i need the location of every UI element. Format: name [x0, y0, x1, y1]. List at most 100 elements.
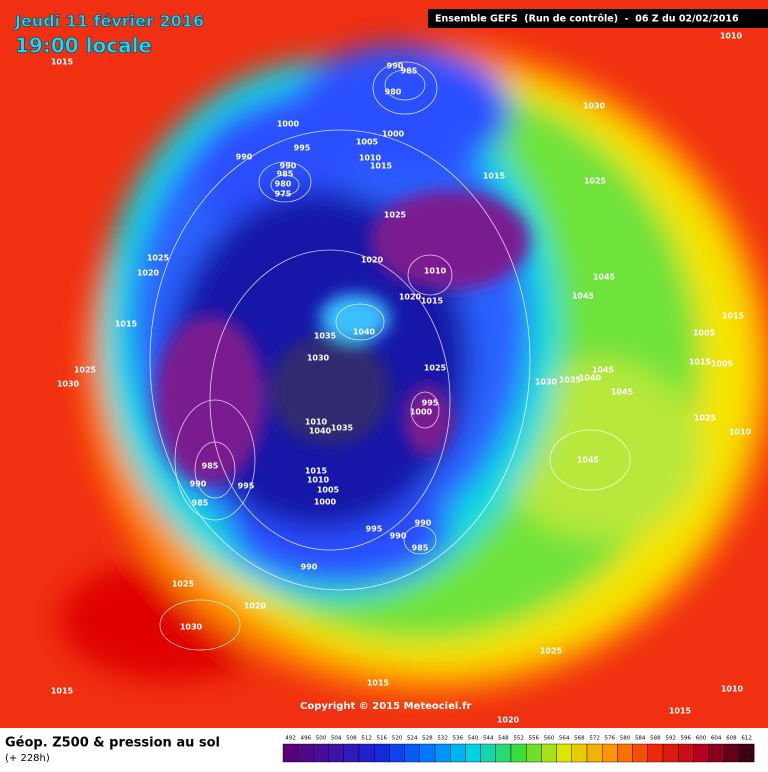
scale-swatch — [343, 743, 360, 763]
scale-label: 508 — [346, 736, 357, 742]
pressure-label: 1015 — [51, 58, 74, 67]
scale-swatch — [602, 743, 618, 763]
scale-label: 580 — [620, 736, 631, 742]
map-field: 1015 990985980100010009959901005101010159… — [0, 0, 768, 728]
pressure-label: 1000 — [382, 130, 405, 139]
scale-swatch — [723, 743, 740, 763]
pressure-label: 1025 — [540, 647, 563, 656]
pressure-label: 1040 — [353, 328, 376, 337]
scale-swatch — [358, 743, 375, 763]
pressure-label: 990 — [236, 153, 253, 162]
scale-label: 524 — [407, 736, 418, 742]
pressure-label: 1000 — [314, 498, 337, 507]
pressure-label: 1015 — [689, 358, 712, 367]
pressure-label: 1010 — [729, 428, 752, 437]
time: 19:00 locale — [15, 34, 152, 58]
pressure-label: 1015 — [421, 297, 444, 306]
run-info: Ensemble GEFS (Run de contrôle) - 06 Z d… — [435, 14, 739, 25]
scale-swatch — [647, 743, 664, 763]
scale-swatch — [450, 743, 466, 763]
scale-label: 608 — [726, 736, 737, 742]
scale-label: 516 — [377, 736, 388, 742]
scale-label: 604 — [711, 736, 722, 742]
field — [403, 385, 453, 455]
pressure-label: 980 — [275, 180, 292, 189]
scale-label: 536 — [453, 736, 464, 742]
pressure-label: 990 — [415, 519, 432, 528]
scale-swatch — [617, 743, 633, 763]
pressure-label: 1030 — [57, 380, 80, 389]
pressure-label: 1035 — [314, 332, 337, 341]
scale-swatch — [465, 743, 481, 763]
scale-label: 576 — [605, 736, 616, 742]
pressure-label: 1005 — [317, 486, 340, 495]
scale-label: 612 — [741, 736, 752, 742]
scale-swatch — [662, 743, 679, 763]
pressure-label: 990 — [280, 162, 297, 171]
pressure-label: 1045 — [592, 366, 615, 375]
pressure-label: 995 — [238, 482, 255, 491]
pressure-label: 1015 — [370, 162, 393, 171]
scale-label: 568 — [574, 736, 585, 742]
scale-label: 548 — [498, 736, 509, 742]
pressure-label: 1015 — [51, 687, 74, 696]
scale-label: 584 — [635, 736, 646, 742]
pressure-label: 1015 — [722, 312, 745, 321]
scale-label: 532 — [437, 736, 448, 742]
pressure-label: 1025 — [147, 254, 170, 263]
pressure-label: 1040 — [309, 427, 332, 436]
pressure-label: 1015 — [305, 467, 328, 476]
pressure-label: 1015 — [367, 679, 390, 688]
pressure-label: 1030 — [535, 378, 558, 387]
scale-swatch — [693, 743, 709, 763]
scale-swatch — [556, 743, 572, 763]
pressure-label: 1020 — [244, 602, 267, 611]
pressure-label: 985 — [277, 170, 294, 179]
scale-swatch — [510, 743, 527, 763]
pressure-label: 990 — [190, 480, 207, 489]
scale-swatch — [526, 743, 542, 763]
pressure-label: 1000 — [277, 120, 300, 129]
field — [290, 45, 510, 175]
pressure-label: 1010 — [720, 32, 743, 41]
isobars — [149, 61, 631, 651]
scale-swatch — [586, 743, 603, 763]
pressure-label: 1010 — [305, 418, 328, 427]
pressure-label: 1025 — [584, 177, 607, 186]
scale-swatch — [389, 743, 405, 763]
copyright: Copyright © 2015 Meteociel.fr — [300, 701, 471, 712]
pressure-label: 990 — [387, 62, 404, 71]
scale-swatch — [495, 743, 512, 763]
pressure-label: 1015 — [483, 172, 506, 181]
pressure-label: 1025 — [74, 366, 97, 375]
pressure-label: 1010 — [721, 685, 744, 694]
scale-swatch — [571, 743, 588, 763]
scale-swatch — [404, 743, 421, 763]
pressure-label: 985 — [412, 544, 429, 553]
scale-swatch — [419, 743, 436, 763]
scale-label: 500 — [316, 736, 327, 742]
pressure-label: 990 — [390, 532, 407, 541]
scale-swatch — [282, 743, 299, 763]
pressure-label: 1025 — [172, 580, 195, 589]
pressure-label: 995 — [422, 399, 439, 408]
pressure-label: 1000 — [410, 408, 433, 417]
scale-swatch — [374, 743, 390, 763]
scale-swatch — [678, 743, 694, 763]
scale-label: 492 — [285, 736, 296, 742]
scale-label: 588 — [650, 736, 661, 742]
pressure-label: 1010 — [424, 267, 447, 276]
pressure-label: 1025 — [384, 211, 407, 220]
pressure-label: 1005 — [356, 138, 379, 147]
pressure-label: 1010 — [359, 154, 382, 163]
pressure-label: 1005 — [693, 329, 716, 338]
run-box — [428, 9, 768, 28]
pressure-label: 1045 — [593, 273, 616, 282]
pressure-label: 1020 — [137, 269, 160, 278]
pressure-label: 995 — [366, 525, 383, 534]
scale-label: 552 — [513, 736, 524, 742]
pressure-label: 1005 — [711, 360, 734, 369]
pressure-label: 1045 — [572, 292, 595, 301]
pressure-label: 1015 — [669, 707, 692, 716]
